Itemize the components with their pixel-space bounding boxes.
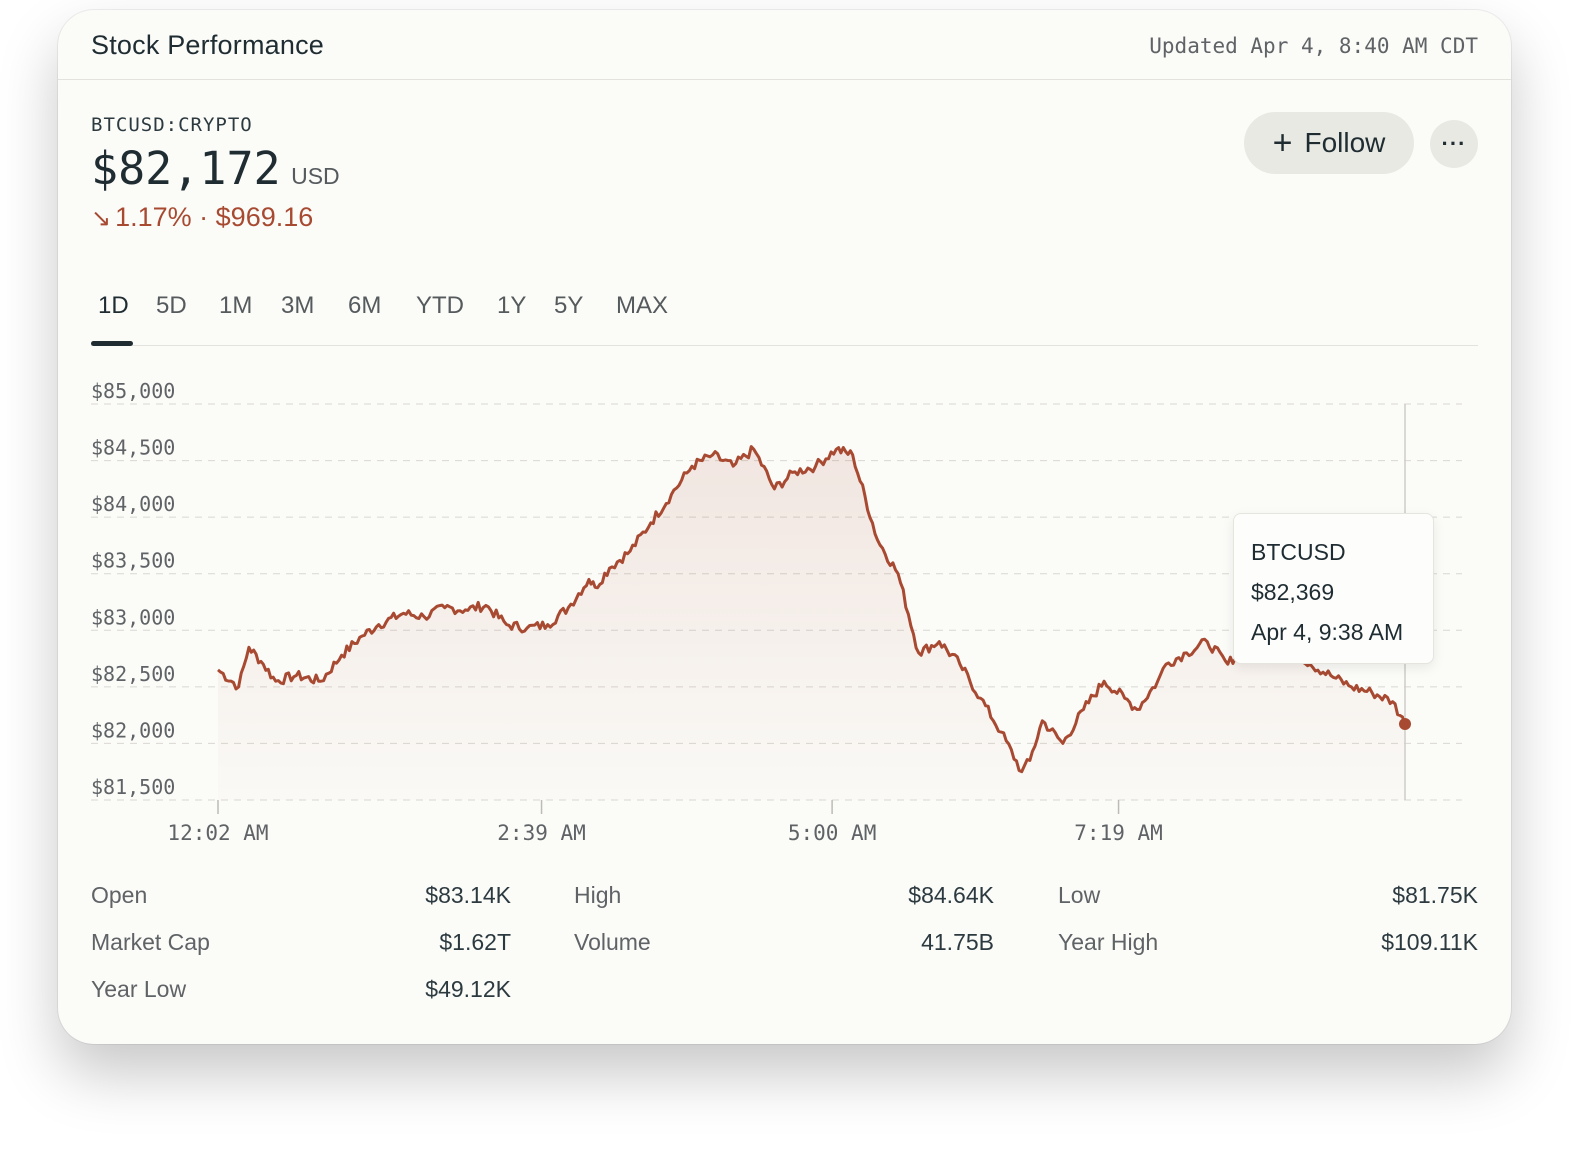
tooltip-price: $82,369 [1251, 579, 1335, 605]
tab-1y[interactable]: 1Y [497, 292, 527, 319]
stat-label: Low [1058, 882, 1101, 908]
tab-ytd[interactable]: YTD [416, 292, 464, 319]
x-tick-label: 5:00 AM [788, 821, 877, 845]
stat-high: High $84.64K [574, 882, 994, 912]
card-title: Stock Performance [91, 30, 324, 60]
price-chart[interactable]: $85,000 $84,500 $84,000 $83,500 $83,000 $82,5… [58, 360, 1511, 860]
tab-max[interactable]: MAX [616, 292, 669, 319]
stat-value: $109.11K [1381, 929, 1478, 955]
ticker-symbol: BTCUSD:CRYPTO [91, 114, 253, 136]
stat-label: Open [91, 882, 148, 908]
trend-down-icon: ↘ [91, 205, 112, 232]
stat-label: Market Cap [91, 929, 210, 955]
stat-value: $49.12K [425, 976, 511, 1002]
price-line [217, 445, 1407, 774]
stat-value: 41.75B [921, 929, 994, 955]
tab-3m[interactable]: 3M [281, 292, 315, 319]
price-row: $82,172 USD [91, 142, 340, 195]
range-tabs: 1D 5D 1M 3M 6M YTD 1Y 5Y MAX [91, 280, 1478, 346]
y-tick-label: $84,000 [91, 492, 175, 516]
stat-value: $1.62T [439, 929, 511, 955]
price-end-marker [1399, 717, 1411, 730]
stat-label: Volume [574, 929, 651, 955]
price-area-fill [218, 446, 1405, 800]
current-price: $82,172 [91, 142, 281, 195]
chart-tooltip: BTCUSD $82,369 Apr 4, 9:38 AM [1233, 513, 1434, 664]
stat-value: $81.75K [1392, 882, 1478, 908]
stat-label: Year Low [91, 976, 187, 1002]
updated-timestamp: Updated Apr 4, 8:40 AM CDT [1149, 34, 1478, 58]
price-change: ↘ 1.17% · $969.16 [91, 202, 313, 233]
more-icon: ··· [1441, 131, 1467, 156]
stat-value: $83.14K [425, 882, 511, 908]
y-tick-label: $84,500 [91, 436, 175, 460]
y-tick-label: $82,000 [91, 718, 175, 742]
tab-5d[interactable]: 5D [156, 292, 187, 319]
y-tick-label: $82,500 [91, 662, 175, 686]
plus-icon: + [1272, 124, 1293, 162]
stat-volume: Volume 41.75B [574, 929, 994, 959]
card-header: Stock Performance Updated Apr 4, 8:40 AM… [58, 10, 1511, 80]
currency-label: USD [291, 163, 340, 189]
y-tick-label: $83,000 [91, 605, 175, 629]
y-tick-label: $81,500 [91, 775, 175, 799]
more-options-button[interactable]: ··· [1430, 120, 1478, 168]
active-tab-indicator [91, 341, 133, 346]
stat-market-cap: Market Cap $1.62T [91, 929, 511, 959]
tab-1m[interactable]: 1M [219, 292, 253, 319]
tab-5y[interactable]: 5Y [554, 292, 584, 319]
stock-performance-card: Stock Performance Updated Apr 4, 8:40 AM… [58, 10, 1511, 1044]
stat-year-low: Year Low $49.12K [91, 976, 511, 1006]
stat-open: Open $83.14K [91, 882, 511, 912]
follow-button[interactable]: + Follow [1244, 112, 1414, 174]
tooltip-time: Apr 4, 9:38 AM [1251, 619, 1404, 645]
follow-label: Follow [1304, 127, 1386, 158]
tab-1d[interactable]: 1D [98, 292, 129, 319]
x-tick-label: 2:39 AM [497, 821, 586, 845]
price-change-value: 1.17% · $969.16 [115, 202, 314, 232]
stat-year-high: Year High $109.11K [1058, 929, 1478, 959]
x-tick-label: 12:02 AM [167, 821, 268, 845]
x-tick-label: 7:19 AM [1074, 821, 1163, 845]
stat-low: Low $81.75K [1058, 882, 1478, 912]
stat-label: Year High [1058, 929, 1159, 955]
tooltip-symbol: BTCUSD [1251, 539, 1346, 565]
stat-value: $84.64K [908, 882, 994, 908]
stat-label: High [574, 882, 622, 908]
tab-6m[interactable]: 6M [348, 292, 382, 319]
y-tick-label: $83,500 [91, 549, 175, 573]
y-tick-label: $85,000 [91, 379, 175, 403]
